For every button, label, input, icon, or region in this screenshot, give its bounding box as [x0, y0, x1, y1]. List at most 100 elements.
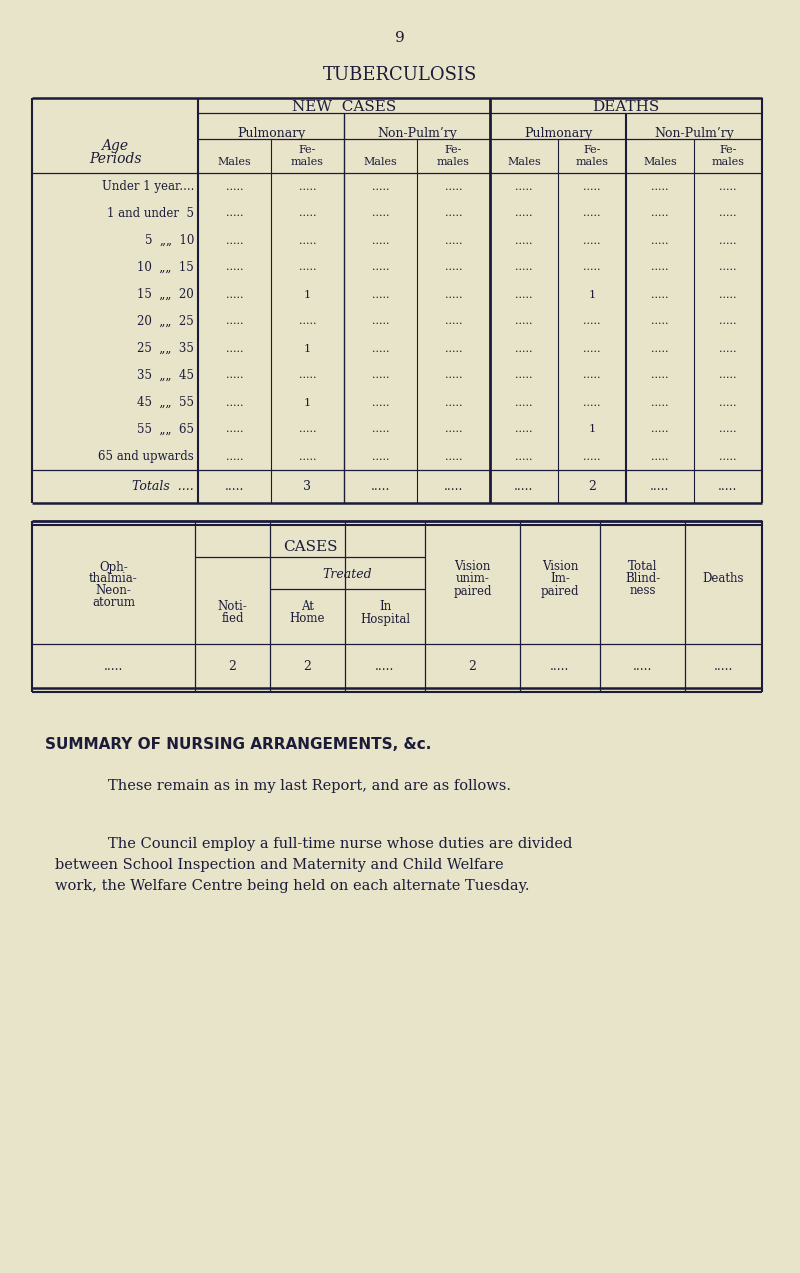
Text: males: males: [437, 157, 470, 167]
Text: .....: .....: [719, 236, 737, 246]
Text: .....: .....: [583, 344, 601, 354]
Text: Vision: Vision: [454, 560, 490, 574]
Text: .....: .....: [515, 370, 533, 381]
Text: Oph-: Oph-: [99, 560, 128, 574]
Text: .....: .....: [633, 659, 652, 672]
Text: 1 and under  5: 1 and under 5: [107, 207, 194, 220]
Text: males: males: [711, 157, 745, 167]
Text: .....: .....: [445, 262, 462, 272]
Text: Totals  ....: Totals ....: [132, 480, 194, 494]
Text: .....: .....: [651, 370, 669, 381]
Text: .....: .....: [583, 452, 601, 462]
Text: .....: .....: [444, 480, 463, 494]
Text: .....: .....: [372, 262, 390, 272]
Text: .....: .....: [226, 317, 243, 326]
Text: .....: .....: [583, 397, 601, 407]
Text: .....: .....: [372, 182, 390, 191]
Text: .....: .....: [515, 317, 533, 326]
Text: .....: .....: [651, 236, 669, 246]
Text: .....: .....: [372, 209, 390, 219]
Text: .....: .....: [298, 209, 316, 219]
Text: .....: .....: [515, 182, 533, 191]
Text: .....: .....: [225, 480, 244, 494]
Text: .....: .....: [226, 289, 243, 299]
Text: 65 and upwards: 65 and upwards: [98, 449, 194, 463]
Text: .....: .....: [372, 452, 390, 462]
Text: 1: 1: [304, 397, 311, 407]
Text: 55  „„  65: 55 „„ 65: [137, 423, 194, 435]
Text: .....: .....: [651, 209, 669, 219]
Text: .....: .....: [298, 317, 316, 326]
Text: unim-: unim-: [455, 573, 490, 586]
Text: .....: .....: [445, 289, 462, 299]
Text: .....: .....: [372, 317, 390, 326]
Text: thalmia-: thalmia-: [89, 573, 138, 586]
Text: .....: .....: [583, 262, 601, 272]
Text: Males: Males: [643, 157, 677, 167]
Text: 3: 3: [303, 480, 311, 494]
Text: .....: .....: [226, 397, 243, 407]
Text: .....: .....: [719, 370, 737, 381]
Text: Neon-: Neon-: [95, 584, 131, 597]
Text: Hospital: Hospital: [360, 612, 410, 625]
Text: Blind-: Blind-: [625, 573, 660, 586]
Text: TUBERCULOSIS: TUBERCULOSIS: [323, 66, 477, 84]
Text: .....: .....: [445, 397, 462, 407]
Text: .....: .....: [515, 397, 533, 407]
Text: 15  „„  20: 15 „„ 20: [138, 288, 194, 300]
Text: atorum: atorum: [92, 597, 135, 610]
Text: .....: .....: [650, 480, 670, 494]
Text: In: In: [379, 601, 391, 614]
Text: .....: .....: [226, 182, 243, 191]
Text: 5  „„  10: 5 „„ 10: [145, 234, 194, 247]
Text: .....: .....: [298, 424, 316, 434]
Text: .....: .....: [719, 209, 737, 219]
Text: These remain as in my last Report, and are as follows.: These remain as in my last Report, and a…: [108, 779, 511, 793]
Text: males: males: [291, 157, 324, 167]
Text: .....: .....: [583, 209, 601, 219]
Text: .....: .....: [515, 262, 533, 272]
Text: .....: .....: [375, 659, 394, 672]
Text: .....: .....: [651, 424, 669, 434]
Text: .....: .....: [372, 289, 390, 299]
Text: .....: .....: [583, 236, 601, 246]
Text: .....: .....: [719, 424, 737, 434]
Text: Fe-: Fe-: [445, 145, 462, 155]
Text: 1: 1: [304, 289, 311, 299]
Text: 1: 1: [304, 344, 311, 354]
Text: Non-Pulm’ry: Non-Pulm’ry: [377, 126, 457, 140]
Text: .....: .....: [651, 262, 669, 272]
Text: paired: paired: [541, 584, 579, 597]
Text: Vision: Vision: [542, 560, 578, 574]
Text: Deaths: Deaths: [702, 573, 744, 586]
Text: Fe-: Fe-: [299, 145, 316, 155]
Text: Age: Age: [102, 139, 129, 153]
Text: 20  „„  25: 20 „„ 25: [138, 314, 194, 328]
Text: 2: 2: [303, 659, 311, 672]
Text: NEW  CASES: NEW CASES: [292, 101, 396, 115]
Text: .....: .....: [226, 236, 243, 246]
Text: .....: .....: [298, 262, 316, 272]
Text: Total: Total: [628, 560, 658, 574]
Text: Im-: Im-: [550, 573, 570, 586]
Text: .....: .....: [372, 370, 390, 381]
Text: work, the Welfare Centre being held on each alternate Tuesday.: work, the Welfare Centre being held on e…: [55, 878, 530, 892]
Text: .....: .....: [226, 262, 243, 272]
Text: .....: .....: [719, 452, 737, 462]
Text: .....: .....: [372, 344, 390, 354]
Text: .....: .....: [719, 262, 737, 272]
Text: .....: .....: [372, 397, 390, 407]
Text: .....: .....: [515, 289, 533, 299]
Text: .....: .....: [226, 344, 243, 354]
Text: 10  „„  15: 10 „„ 15: [138, 261, 194, 274]
Text: Fe-: Fe-: [583, 145, 601, 155]
Text: .....: .....: [719, 397, 737, 407]
Text: 9: 9: [395, 31, 405, 45]
Text: .....: .....: [583, 370, 601, 381]
Text: .....: .....: [651, 289, 669, 299]
Text: .....: .....: [719, 317, 737, 326]
Text: 2: 2: [469, 659, 477, 672]
Text: .....: .....: [445, 236, 462, 246]
Text: .....: .....: [515, 424, 533, 434]
Text: .....: .....: [445, 317, 462, 326]
